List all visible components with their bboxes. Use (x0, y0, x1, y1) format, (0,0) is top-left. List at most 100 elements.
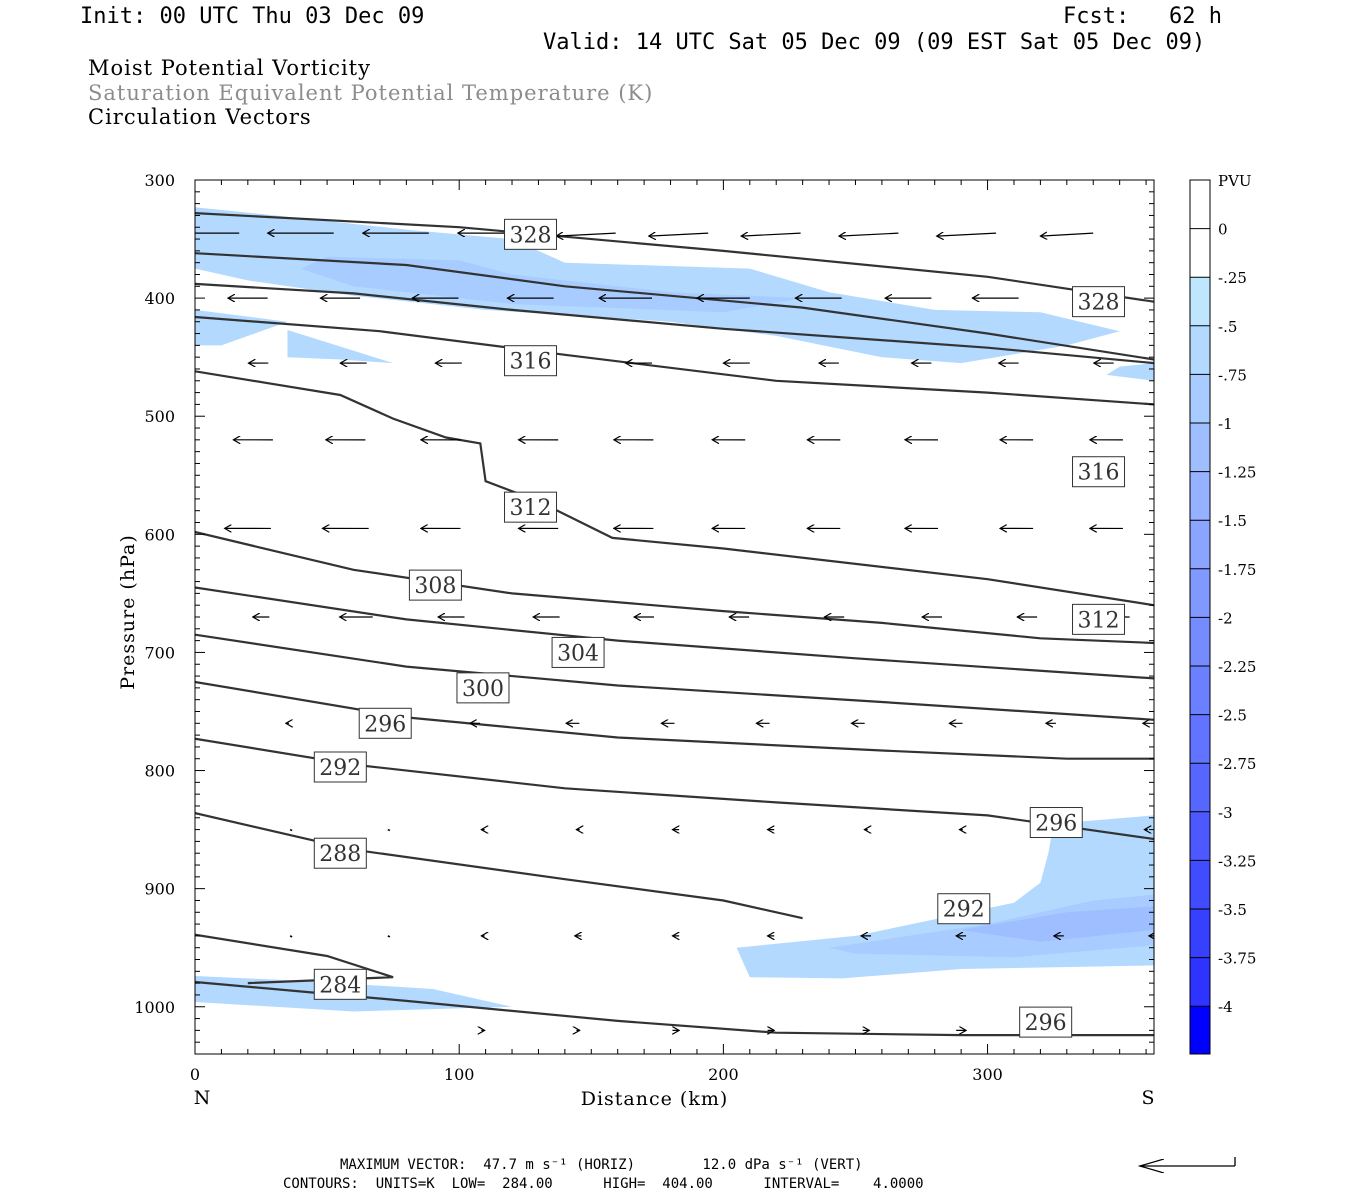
circulation-vector (937, 233, 997, 236)
colorbar-level-label: -4 (1218, 998, 1233, 1016)
contour-label: 312 (510, 496, 552, 521)
contour-label-box (1029, 807, 1083, 839)
theta-contour (195, 530, 1154, 645)
init-time: Init: 00 UTC Thu 03 Dec 09 (80, 4, 425, 29)
colorbar-level-label: -1.75 (1218, 561, 1256, 579)
circulation-vector (839, 233, 899, 236)
contour-label: 292 (319, 756, 361, 781)
x-end-label-north: N (194, 1087, 211, 1109)
contour-label-box (456, 672, 510, 704)
theta-contour (195, 680, 1154, 760)
colorbar-swatch (1190, 228, 1210, 278)
max-vector-note: MAXIMUM VECTOR: 47.7 m s⁻¹ (HORIZ) 12.0 … (340, 1157, 863, 1173)
contour-label-box (551, 636, 605, 668)
theta-contour (195, 282, 1154, 365)
colorbar-level-label: -1.25 (1218, 464, 1256, 482)
colorbar-swatch (1190, 374, 1210, 423)
colorbar-swatch (1190, 180, 1210, 229)
field-label-vectors: Circulation Vectors (88, 105, 312, 129)
contour-label-box (504, 345, 558, 377)
contour-label: 316 (510, 350, 552, 375)
contour-label: 296 (1025, 1011, 1067, 1036)
forecast-hour: Fcst: 62 h (1063, 4, 1222, 29)
y-tick-label: 900 (144, 880, 175, 899)
y-tick-label: 400 (144, 289, 175, 308)
contour-label-box (408, 569, 462, 601)
colorbar-swatch (1190, 666, 1210, 715)
colorbar-level-label: -.75 (1218, 366, 1247, 384)
contour-label-box (313, 968, 367, 1000)
theta-contours (195, 212, 1154, 1037)
x-tick-label: 0 (190, 1065, 200, 1084)
contour-label: 304 (557, 641, 599, 666)
theta-contour (195, 252, 1154, 361)
contour-label: 300 (462, 677, 504, 702)
theta-contour (195, 980, 1154, 1037)
colorbar-level-label: -3 (1218, 804, 1233, 822)
colorbar-swatch (1190, 520, 1210, 569)
colorbar-swatch (1190, 860, 1210, 909)
colorbar-swatch (1190, 325, 1210, 375)
colorbar-level-label: -3.75 (1218, 950, 1256, 968)
x-tick-label: 200 (708, 1065, 739, 1084)
pv-region (961, 906, 1154, 942)
colorbar-level-label: -.5 (1218, 318, 1237, 336)
colorbar-swatch (1190, 763, 1210, 812)
pv-region (195, 207, 1120, 364)
y-tick-label: 500 (144, 407, 175, 426)
contour-label-box (1072, 456, 1126, 488)
contour-label: 308 (414, 574, 456, 599)
colorbar-level-label: -2 (1218, 609, 1233, 627)
pv-region (1106, 363, 1154, 381)
circulation-vector (387, 935, 391, 938)
colorbar-swatch (1190, 957, 1210, 1007)
colorbar-level-label: -1 (1218, 415, 1233, 433)
contour-label-box (504, 218, 558, 250)
contour-label-box (504, 491, 558, 523)
y-tick-label: 1000 (134, 998, 175, 1017)
colorbar-level-label: -2.25 (1218, 658, 1256, 676)
theta-contour (195, 370, 1154, 607)
contour-label-box (937, 893, 991, 925)
colorbar-swatch (1190, 1006, 1210, 1054)
y-tick-label: 300 (144, 171, 175, 190)
contour-label-box (1019, 1006, 1073, 1038)
contour-label-box (1072, 286, 1126, 318)
y-axis-label: Pressure (hPa) (117, 534, 139, 690)
pv-region (195, 309, 288, 346)
pv-region (287, 330, 394, 364)
contour-label-box (313, 751, 367, 783)
colorbar-swatch (1190, 617, 1210, 666)
field-label-mpv: Moist Potential Vorticity (88, 56, 371, 80)
y-tick-label: 700 (144, 643, 175, 662)
colorbar-level-label: -2.75 (1218, 755, 1256, 773)
circulation-vector (387, 828, 391, 832)
circulation-vector (289, 935, 293, 938)
circulation-vectors (195, 233, 1154, 1030)
x-tick-label: 300 (972, 1065, 1003, 1084)
y-tick-label: 800 (144, 762, 175, 781)
theta-contour (195, 633, 1154, 721)
y-tick-label: 600 (144, 525, 175, 544)
contour-label: 328 (510, 223, 552, 248)
theta-contour (195, 586, 1154, 680)
colorbar-level-label: -2.5 (1218, 707, 1247, 725)
colorbar-swatch (1190, 471, 1210, 521)
theta-contour (195, 812, 803, 920)
contour-label: 316 (1078, 461, 1120, 486)
contour-label: 328 (1078, 291, 1120, 316)
colorbar-swatch (1190, 568, 1210, 618)
contour-label: 312 (1078, 608, 1120, 633)
contour-label-box (358, 707, 412, 739)
colorbar-title: PVU (1218, 172, 1252, 190)
x-axis-label: Distance (km) (581, 1088, 729, 1110)
colorbar-swatch (1190, 277, 1210, 326)
colorbar-swatch (1190, 811, 1210, 861)
valid-time: Valid: 14 UTC Sat 05 Dec 09 (09 EST Sat … (543, 30, 1206, 55)
contour-label: 296 (1035, 812, 1077, 837)
circulation-vector (649, 233, 709, 236)
contour-label-box (1072, 603, 1126, 635)
colorbar-level-label: -1.5 (1218, 512, 1247, 530)
theta-contour (195, 212, 1154, 303)
